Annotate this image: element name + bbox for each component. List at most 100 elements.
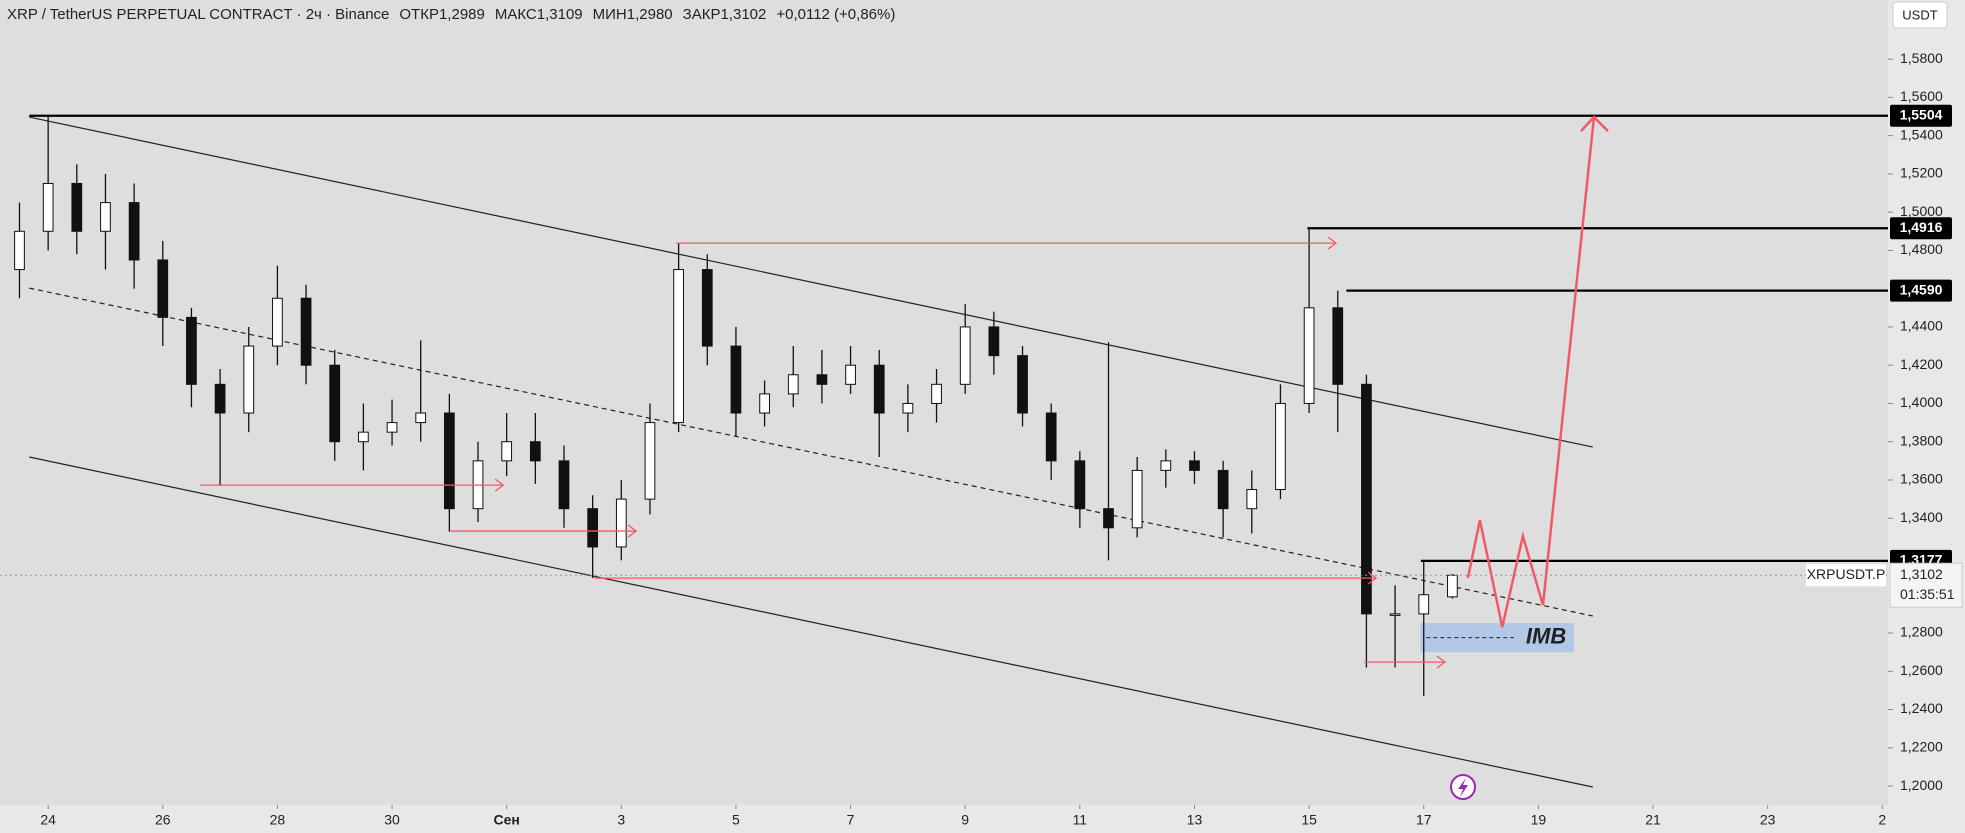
candle-body: [1418, 594, 1430, 615]
candle-body: [1389, 613, 1401, 616]
y-tick-label: 1,5200: [1900, 165, 1943, 181]
currency-box: [1892, 1, 1948, 29]
trend-line: [29, 116, 1593, 448]
header-field-value: 1,2989: [439, 6, 485, 23]
header-field-value: 1,2980: [627, 6, 673, 23]
x-tick-label: 13: [1187, 812, 1203, 828]
candle-body: [329, 364, 341, 443]
x-tick-label: 23: [1760, 812, 1776, 828]
trend-line: [29, 456, 1593, 788]
candle-body: [1447, 574, 1458, 598]
candle-body: [558, 460, 570, 510]
candle-body: [243, 345, 255, 414]
candle-body: [959, 326, 971, 385]
ray-arrow: [494, 478, 505, 492]
y-tick-label: 1,2200: [1900, 739, 1943, 755]
projection-arrow: [1580, 115, 1609, 132]
alert-icon: [1450, 774, 1476, 800]
ticker-label: XRPUSDT.P: [1807, 566, 1886, 582]
ray-arrow: [1436, 655, 1447, 669]
x-tick-label: 26: [155, 812, 171, 828]
y-tick-label: 1,5400: [1900, 126, 1943, 142]
candle-body: [443, 412, 455, 510]
level-badge: [1890, 217, 1952, 240]
candle-body: [615, 498, 627, 548]
currency-label: USDT: [1902, 7, 1937, 22]
x-tick-label: 19: [1531, 812, 1547, 828]
candle-body: [644, 422, 656, 500]
y-tick-label: 1,2400: [1900, 700, 1943, 716]
header: XRP / TetherUS PERPETUAL CONTRACT · 2ч ·…: [7, 6, 895, 23]
level-badge: [1890, 104, 1952, 127]
x-tick-label: 3: [617, 812, 625, 828]
y-tick-label: 1,5800: [1900, 50, 1943, 66]
candle-body: [358, 431, 369, 443]
candle-body: [100, 202, 111, 232]
candle-body: [272, 297, 283, 347]
y-tick-label: 1,4400: [1900, 318, 1943, 334]
y-tick-label: 1,5000: [1900, 203, 1943, 219]
level-badge-label: 1,4590: [1900, 281, 1943, 297]
candle-body: [759, 393, 770, 414]
x-tick-label: 15: [1301, 812, 1317, 828]
candle-body: [730, 345, 742, 414]
candle-body: [1361, 383, 1372, 615]
x-tick-label: 5: [732, 812, 740, 828]
candle-body: [1131, 469, 1143, 529]
x-tick-label: 17: [1416, 812, 1432, 828]
candle-body: [386, 422, 398, 433]
candle-body: [816, 374, 828, 385]
ray-arrow: [1327, 236, 1338, 250]
y-tick-label: 1,3600: [1900, 471, 1943, 487]
candle-body: [415, 412, 427, 424]
time-axis-bg: [0, 805, 1888, 833]
candle-body: [501, 441, 513, 462]
level-badge-label: 1,5504: [1900, 106, 1943, 122]
candle-body: [1217, 469, 1229, 510]
candle-body: [157, 259, 169, 318]
header-field-value: 1,3102: [720, 6, 766, 23]
x-tick-label: 7: [847, 812, 855, 828]
candle-body: [1160, 460, 1172, 471]
candle-body: [1103, 508, 1114, 529]
candle-body: [1303, 307, 1315, 404]
header-field-label: ОТКР: [399, 6, 439, 23]
header-symbol: XRP / TetherUS PERPETUAL CONTRACT · 2ч ·…: [7, 6, 389, 23]
candle-body: [873, 364, 885, 414]
icon-bolt: [1458, 778, 1468, 797]
level-badge: [1890, 279, 1952, 302]
ticker-box: [1806, 564, 1886, 587]
header-change: +0,0112 (+0,86%): [776, 6, 895, 23]
candle-body: [701, 269, 713, 347]
level-badge-label: 1,4916: [1900, 219, 1943, 235]
plot-bg: [0, 0, 1888, 805]
candle-body: [71, 182, 83, 232]
y-tick-label: 1,2800: [1900, 624, 1943, 640]
y-tick-label: 1,2000: [1900, 777, 1943, 793]
y-tick-label: 1,5600: [1900, 88, 1943, 104]
candle-body: [1017, 355, 1028, 414]
x-tick-label: Сен: [493, 812, 519, 828]
x-tick-label: 28: [270, 812, 286, 828]
y-tick-label: 1,4800: [1900, 241, 1943, 257]
ray-arrow: [1367, 571, 1378, 585]
candle-body: [787, 374, 799, 395]
projection-path: [1466, 116, 1596, 628]
candle-body: [587, 508, 599, 548]
candle-body: [1275, 402, 1286, 491]
y-tick-label: 1,3400: [1900, 509, 1943, 525]
y-tick-label: 1,4200: [1900, 356, 1943, 372]
x-tick-label: 24: [40, 812, 56, 828]
x-tick-label: 9: [961, 812, 969, 828]
candle-body: [902, 402, 914, 414]
candle-body: [300, 297, 312, 366]
header-field-label: МИН: [593, 6, 627, 23]
header-field-label: МАКС: [495, 6, 537, 23]
candle-body: [1074, 460, 1086, 510]
candle-body: [214, 383, 226, 414]
candle-body: [186, 316, 197, 385]
candle-body: [1045, 412, 1057, 462]
x-tick-label: 21: [1645, 812, 1661, 828]
